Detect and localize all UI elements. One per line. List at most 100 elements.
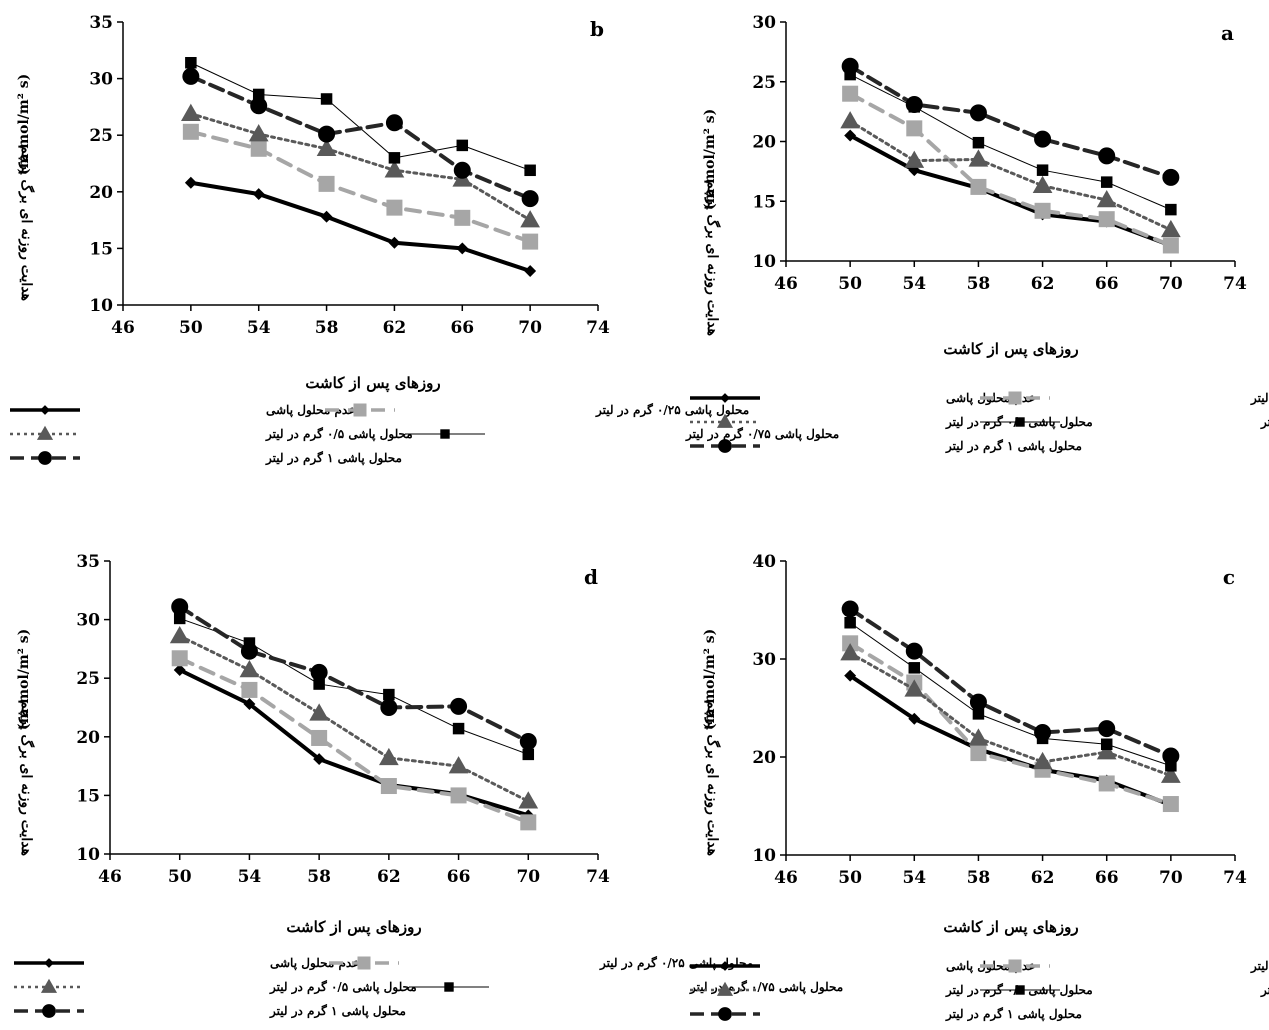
data-point [453, 161, 471, 179]
data-point [905, 95, 923, 113]
data-point [908, 662, 921, 674]
data-point [842, 85, 859, 102]
data-point [173, 664, 186, 676]
data-point [182, 67, 200, 85]
data-point [970, 745, 987, 762]
data-point [1098, 720, 1116, 738]
y-axis-label: هدایت روزنه ای برگ پرچم(m mol/m² s) [16, 629, 35, 856]
legend-label-3: محلول پاشی ۰/۷۵ گرم در لیتر [685, 426, 839, 442]
data-point [309, 703, 330, 721]
data-point [248, 124, 269, 142]
data-point [313, 753, 326, 766]
data-point [454, 209, 471, 226]
data-point [388, 236, 401, 249]
y-tick-label: 10 [76, 845, 100, 865]
x-tick-label: 74 [586, 318, 610, 338]
legend-label-1: محلول پاشی ۰/۲۵ گرم در لیتر [1250, 958, 1269, 974]
data-point [969, 693, 987, 711]
y-tick-label: 30 [89, 70, 113, 90]
y-tick-label: 40 [752, 552, 776, 572]
data-point [1034, 130, 1052, 148]
legend-label-3: محلول پاشی ۰/۷۵ گرم در لیتر [1260, 414, 1269, 430]
data-point [1162, 237, 1179, 254]
y-tick-label: 15 [752, 192, 776, 212]
data-point [518, 791, 539, 809]
data-point [840, 643, 861, 661]
y-axis-label-unit: (m mol/m² s) [16, 629, 32, 730]
y-tick-label: 20 [76, 728, 100, 748]
y-axis-label: هدایت روزنه ای برگ پرچم(m mol/m² s) [702, 629, 721, 856]
legend-marker-3 [444, 982, 454, 992]
legend-marker-2 [36, 425, 54, 440]
legend-label-3: محلول پاشی ۰/۷۵ گرم در لیتر [689, 979, 843, 995]
data-point [1032, 751, 1053, 770]
data-point [1100, 738, 1113, 751]
data-point [904, 679, 925, 697]
series-line-4 [848, 607, 1173, 759]
y-axis-label-text: هدایت روزنه ای برگ پرچم [704, 180, 721, 336]
data-point [320, 210, 333, 223]
legend-marker-4 [42, 1004, 56, 1018]
x-axis-label: روزهای پس از کاشت [305, 374, 440, 393]
data-point [450, 787, 467, 804]
data-point [450, 697, 468, 715]
chart-panel-b: 10 15 20 25 30 35 46 50 54 58 62 66 70 74 b روزهای پس ا… [10, 13, 839, 466]
data-point [1165, 203, 1177, 216]
x-tick-label: 70 [518, 318, 542, 338]
y-tick-label: 35 [89, 13, 113, 33]
legend-marker-3 [1015, 985, 1025, 995]
chart-panel-c: 10 20 30 40 46 50 54 58 62 66 70 74 c روزهای پس از کا… [690, 552, 1269, 1022]
legend-label-4: محلول پاشی ۱ گرم در لیتر [945, 438, 1082, 454]
x-tick-label: 62 [377, 867, 401, 887]
x-tick-label: 50 [838, 868, 862, 888]
x-tick-label: 70 [1159, 868, 1183, 888]
legend-label-1: محلول پاشی ۰/۲۵ گرم در لیتر [595, 402, 749, 418]
data-point [171, 598, 189, 616]
y-axis-label-text: هدایت روزنه ای برگ پرچم [18, 145, 35, 301]
x-tick-label: 58 [315, 318, 339, 338]
y-tick-label: 15 [76, 786, 100, 806]
y-axis-label-unit: (m mol/m² s) [16, 74, 32, 175]
legend-marker-4 [38, 451, 52, 465]
data-point [521, 190, 539, 208]
data-point [520, 814, 537, 831]
x-tick-label: 66 [450, 318, 474, 338]
data-point [1162, 168, 1180, 186]
y-tick-label: 25 [89, 126, 113, 146]
data-point [243, 698, 256, 710]
y-axis-label-unit: (m mol/m² s) [702, 629, 718, 730]
legend-label-2: محلول پاشی ۰/۵ گرم در لیتر [269, 979, 417, 995]
legend-label-0: عدم محلول پاشی [270, 956, 359, 971]
y-tick-label: 15 [89, 239, 113, 259]
data-point [310, 663, 328, 681]
series-line-1 [177, 656, 531, 825]
panel-label: c [1223, 565, 1235, 589]
series-line-2 [189, 112, 532, 222]
y-axis-label-text: هدایت روزنه ای برگ پرچم [704, 700, 721, 856]
x-tick-label: 46 [774, 274, 798, 294]
y-tick-label: 25 [752, 73, 776, 93]
data-point [383, 688, 395, 701]
y-tick-label: 10 [752, 846, 776, 866]
data-point [844, 129, 857, 142]
data-point [171, 650, 188, 667]
y-axis-label-text: هدایت روزنه ای برگ پرچم [18, 700, 35, 856]
x-axis-label: روزهای پس از کاشت [943, 918, 1078, 937]
y-axis-label-unit: (m mol/m² s) [702, 109, 718, 210]
legend-marker-1 [353, 403, 367, 417]
data-point [1162, 796, 1179, 813]
legend-marker-0 [44, 958, 54, 968]
data-point [968, 728, 989, 746]
y-tick-label: 20 [89, 183, 113, 203]
data-point [968, 149, 989, 167]
legend-marker-0 [720, 961, 730, 971]
x-tick-label: 70 [1159, 274, 1183, 294]
series-line-3 [849, 74, 1172, 211]
data-point [184, 176, 197, 189]
data-point [522, 748, 535, 761]
panel-label: b [590, 17, 604, 41]
x-tick-label: 54 [238, 867, 262, 887]
series-line-3 [849, 622, 1172, 767]
x-tick-label: 74 [586, 867, 610, 887]
